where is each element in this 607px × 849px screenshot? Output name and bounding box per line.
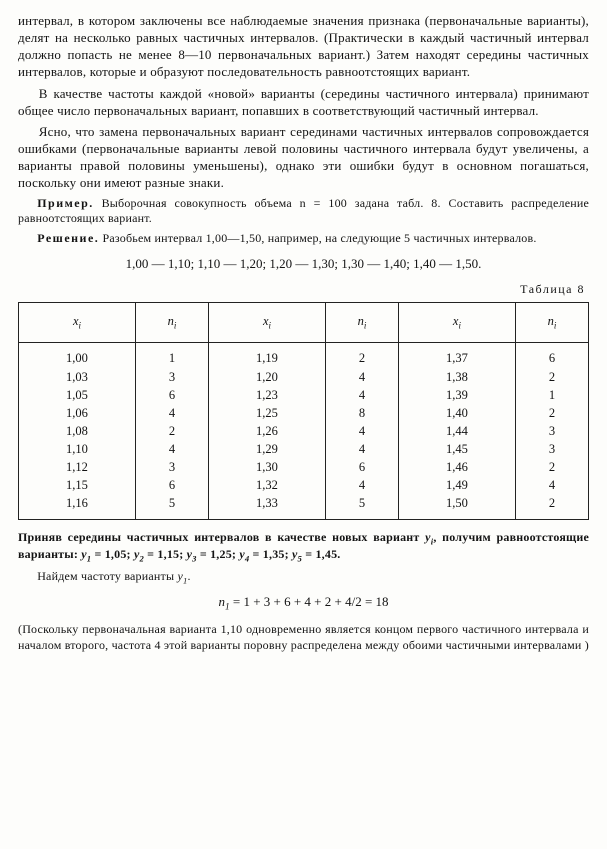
comma: ,	[433, 530, 442, 544]
cell-x2: 1,19 1,20 1,23 1,25 1,26 1,29 1,30 1,32 …	[208, 343, 325, 519]
val-y5: = 1,45.	[302, 547, 340, 561]
find-frequency-line: Найдем частоту варианты y1.	[18, 569, 589, 587]
solution-text: Разобьем интервал 1,00—1,50, например, н…	[99, 231, 536, 245]
col-header-x3: xi	[398, 303, 515, 343]
after-table-intro: Приняв середины частичных интервалов в к…	[18, 530, 425, 544]
example-label: Пример.	[37, 196, 94, 210]
cell-x3: 1,37 1,38 1,39 1,40 1,44 1,45 1,46 1,49 …	[398, 343, 515, 519]
table-header-row: xi ni xi ni xi ni	[19, 303, 589, 343]
val-y3: = 1,25;	[197, 547, 240, 561]
find-freq-text: Найдем частоту варианты	[37, 569, 177, 583]
table-row: 1,00 1,03 1,05 1,06 1,08 1,10 1,12 1,15 …	[19, 343, 589, 519]
cell-n1: 1 3 6 4 2 4 3 6 5	[135, 343, 208, 519]
val-y4: = 1,35;	[249, 547, 292, 561]
paragraph-1: интервал, в котором заключены все наблюд…	[18, 12, 589, 81]
cell-n2: 2 4 4 8 4 4 6 4 5	[325, 343, 398, 519]
example-text: Выборочная совокупность объема n = 100 з…	[18, 196, 589, 226]
example-paragraph: Пример. Выборочная совокупность объема n…	[18, 196, 589, 228]
formula-text: = 1 + 3 + 6 + 4 + 2 + 4/2 = 18	[230, 594, 389, 609]
cell-n3: 6 2 1 2 3 3 2 4 2	[515, 343, 588, 519]
data-table: xi ni xi ni xi ni 1,00 1,03 1,05 1,06 1,…	[18, 302, 589, 520]
col-header-n1: ni	[135, 303, 208, 343]
solution-label: Решение.	[37, 231, 99, 245]
table-caption: Таблица 8	[18, 282, 585, 298]
intervals-line: 1,00 — 1,10; 1,10 — 1,20; 1,20 — 1,30; 1…	[18, 255, 589, 272]
col-header-n2: ni	[325, 303, 398, 343]
val-y1: = 1,05;	[91, 547, 134, 561]
paragraph-2: В качестве частоты каждой «новой» вариан…	[18, 85, 589, 119]
formula-line: n1 = 1 + 3 + 6 + 4 + 2 + 4/2 = 18	[18, 593, 589, 614]
footnote-paragraph: (Поскольку первоначальная варианта 1,10 …	[18, 622, 589, 654]
col-header-x1: xi	[19, 303, 136, 343]
col-header-x2: xi	[208, 303, 325, 343]
cell-x1: 1,00 1,03 1,05 1,06 1,08 1,10 1,12 1,15 …	[19, 343, 136, 519]
paragraph-3: Ясно, что замена первоначальных вариант …	[18, 123, 589, 192]
after-table-paragraph: Приняв середины частичных интервалов в к…	[18, 530, 589, 566]
solution-paragraph: Решение. Разобьем интервал 1,00—1,50, на…	[18, 231, 589, 247]
col-header-n3: ni	[515, 303, 588, 343]
val-y2: = 1,15;	[144, 547, 187, 561]
